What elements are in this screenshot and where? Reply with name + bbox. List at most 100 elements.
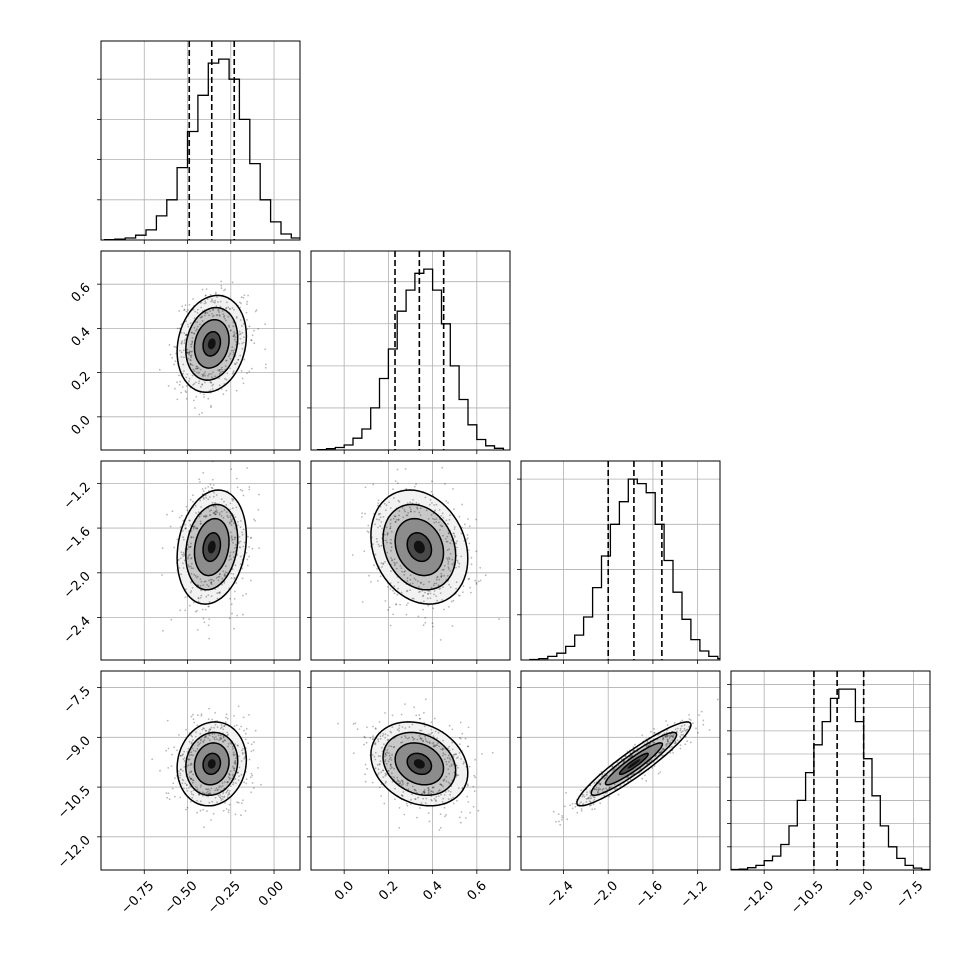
sample-point xyxy=(679,727,682,730)
sample-point xyxy=(438,790,440,792)
sample-point xyxy=(602,787,605,790)
sample-point xyxy=(218,368,221,371)
sample-point xyxy=(180,514,183,517)
sample-point xyxy=(447,532,450,534)
sample-point xyxy=(190,590,193,592)
sample-point xyxy=(199,368,202,371)
sample-point xyxy=(240,814,242,817)
sample-point xyxy=(208,510,211,512)
sample-point xyxy=(422,624,425,627)
sample-point xyxy=(215,577,218,579)
sample-point xyxy=(199,596,202,599)
ytick-label: −1.2 xyxy=(61,480,94,513)
sample-point xyxy=(237,705,240,708)
sample-point xyxy=(398,724,401,727)
sample-point xyxy=(243,729,246,732)
sample-point xyxy=(191,340,194,343)
sample-point xyxy=(392,488,394,491)
sample-point xyxy=(219,591,221,594)
sample-point xyxy=(442,568,445,571)
sample-point xyxy=(466,537,469,540)
sample-point xyxy=(399,782,401,785)
sample-point xyxy=(204,494,207,497)
sample-point xyxy=(182,349,185,352)
sample-point xyxy=(235,582,238,584)
sample-point xyxy=(590,804,592,806)
sample-point xyxy=(240,302,242,305)
sample-point xyxy=(239,332,242,335)
sample-point xyxy=(386,551,389,554)
sample-point xyxy=(187,557,189,560)
sample-point xyxy=(427,593,430,595)
sample-point xyxy=(238,330,241,333)
sample-point xyxy=(202,375,205,377)
sample-point xyxy=(240,773,243,776)
sample-point xyxy=(234,753,236,756)
sample-point xyxy=(232,541,234,544)
sample-point xyxy=(210,376,213,379)
sample-point xyxy=(366,767,369,770)
sample-point xyxy=(223,796,225,799)
sample-point xyxy=(216,738,218,741)
sample-point xyxy=(419,514,422,516)
sample-point xyxy=(200,594,203,597)
sample-point xyxy=(213,511,216,514)
sample-point xyxy=(208,618,211,620)
sample-point xyxy=(208,514,211,517)
sample-point xyxy=(241,567,244,570)
sample-point xyxy=(397,482,399,485)
sample-point xyxy=(186,765,189,768)
sample-point xyxy=(466,534,469,536)
sample-point xyxy=(252,749,255,752)
sample-point xyxy=(400,779,403,782)
sample-point xyxy=(251,547,254,550)
sample-point xyxy=(458,752,461,754)
sample-point xyxy=(228,559,231,561)
sample-point xyxy=(250,579,252,582)
sample-point xyxy=(184,523,186,526)
sample-point xyxy=(229,554,232,557)
sample-point xyxy=(214,299,217,302)
sample-point xyxy=(438,789,441,791)
sample-point xyxy=(228,324,230,327)
sample-point xyxy=(582,803,585,806)
sample-point xyxy=(576,811,579,814)
sample-point xyxy=(394,520,397,523)
sample-point xyxy=(444,538,447,540)
sample-point xyxy=(192,754,195,757)
histogram-2 xyxy=(529,478,720,660)
sample-point xyxy=(196,800,198,802)
sample-point xyxy=(190,557,193,559)
sample-point xyxy=(383,743,385,746)
sample-point xyxy=(210,595,213,598)
sample-point xyxy=(192,739,194,741)
sample-point xyxy=(222,728,225,731)
sample-point xyxy=(210,406,212,409)
sample-point xyxy=(248,758,251,761)
sample-point xyxy=(435,800,437,803)
sample-point xyxy=(645,780,648,782)
sample-point xyxy=(428,503,431,506)
sample-point xyxy=(223,317,226,320)
sample-point xyxy=(374,758,377,761)
sample-point xyxy=(229,516,232,519)
sample-point xyxy=(201,728,204,731)
sample-point xyxy=(422,740,424,743)
sample-point xyxy=(467,745,470,748)
sample-point xyxy=(204,311,207,313)
sample-point xyxy=(184,338,187,341)
contour-line xyxy=(576,721,692,807)
sample-point xyxy=(190,345,193,348)
sample-point xyxy=(400,713,403,716)
sample-point xyxy=(191,586,194,589)
sample-point xyxy=(380,544,383,547)
sample-point xyxy=(225,808,228,810)
ytick-label: −2.0 xyxy=(61,569,94,602)
sample-point xyxy=(222,516,225,519)
sample-point xyxy=(211,388,214,390)
sample-point xyxy=(222,740,225,742)
sample-point xyxy=(396,728,399,731)
sample-point xyxy=(440,572,443,575)
sample-point xyxy=(432,741,435,744)
sample-point xyxy=(171,787,174,790)
